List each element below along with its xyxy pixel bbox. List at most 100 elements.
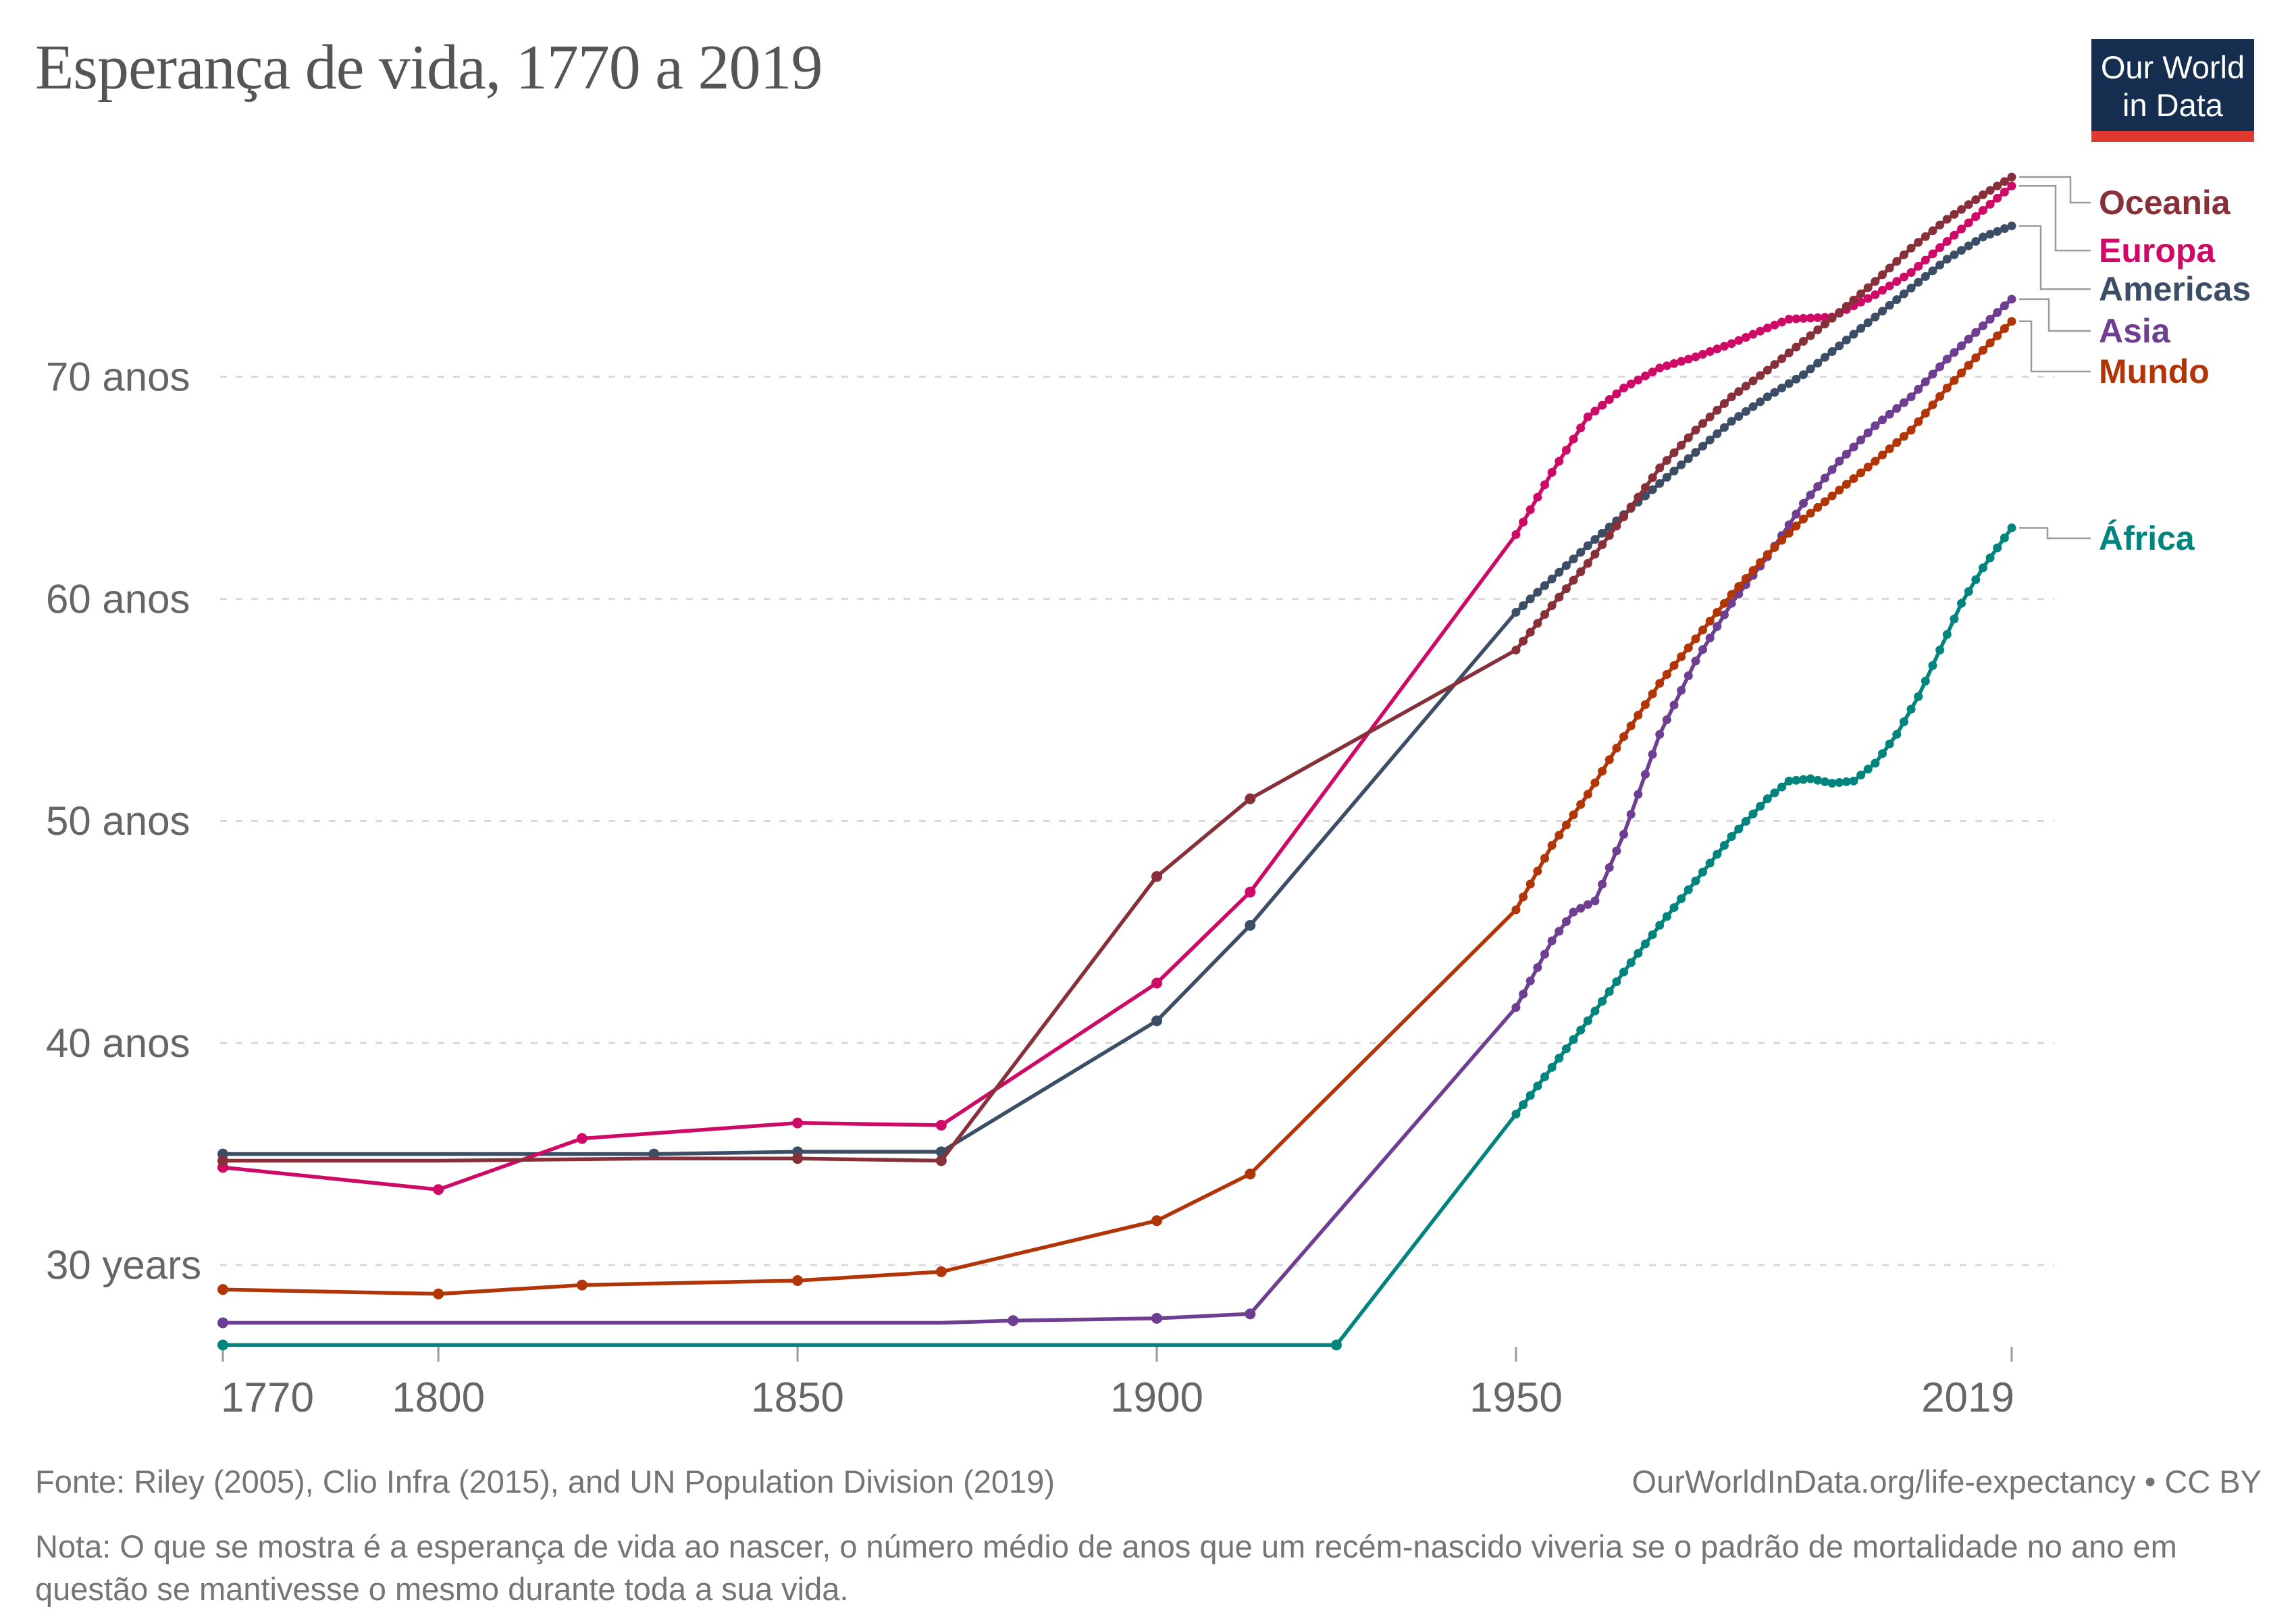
data-point-asia-2016	[1985, 315, 1995, 324]
x-axis-label-1900: 1900	[1110, 1374, 1203, 1421]
data-point-oceania-1976	[1698, 419, 1708, 428]
data-point-mundo-1985	[1763, 550, 1772, 559]
x-axis-label-1850: 1850	[751, 1374, 844, 1421]
data-point-oceania-2002	[1885, 263, 1894, 273]
data-point-oceania-1989	[1792, 342, 1801, 352]
legend-label-europa[interactable]: Europa	[2099, 232, 2216, 269]
data-point-oceania-2011	[1950, 209, 1959, 219]
data-point-asia-2011	[1950, 348, 1959, 357]
series-line-africa[interactable]	[221, 525, 2014, 1347]
data-point-europa-1913	[1245, 886, 1256, 898]
data-point-europa-2004	[1899, 272, 1908, 282]
data-point-europa-1960	[1583, 412, 1592, 421]
data-point-americas-1953	[1533, 588, 1542, 597]
data-point-mundo-1993	[1820, 497, 1829, 507]
data-point-americas-2011	[1950, 250, 1959, 259]
data-point-asia-1995	[1835, 457, 1844, 466]
legend-label-asia[interactable]: Asia	[2099, 312, 2171, 350]
data-point-americas-2001	[1878, 307, 1887, 316]
data-point-mundo-1958	[1569, 810, 1578, 819]
data-point-asia-1978	[1713, 622, 1722, 632]
data-point-mundo-1960	[1583, 790, 1592, 799]
data-point-africa-2016	[1985, 553, 1995, 563]
data-point-americas-1972	[1669, 466, 1679, 475]
data-point-europa-1967	[1634, 376, 1643, 385]
data-point-oceania-2008	[1928, 226, 1937, 236]
series-line-americas[interactable]	[221, 224, 2014, 1156]
data-point-oceania-1985	[1763, 365, 1772, 375]
footer-source: Fonte: Riley (2005), Clio Infra (2015), …	[35, 1464, 1055, 1499]
data-point-europa-1989	[1792, 314, 1801, 324]
data-point-oceania-1991	[1806, 331, 1815, 340]
data-point-mundo-2002	[1885, 444, 1894, 454]
data-point-asia-1962	[1598, 879, 1607, 889]
owid-logo[interactable]: Our World in Data	[2091, 39, 2254, 142]
data-point-mundo-1999	[1863, 462, 1873, 471]
data-point-europa-2011	[1950, 230, 1959, 240]
data-point-africa-2006	[1914, 692, 1923, 701]
data-point-oceania-1956	[1555, 592, 1564, 602]
data-point-oceania-1971	[1662, 456, 1671, 465]
legend-label-mundo[interactable]: Mundo	[2099, 353, 2210, 390]
data-point-europa-2012	[1957, 224, 1966, 234]
data-point-africa-1956	[1555, 1054, 1564, 1063]
data-point-africa-1974	[1684, 885, 1693, 894]
data-point-africa-1996	[1842, 777, 1851, 786]
data-point-oceania-1992	[1813, 325, 1823, 334]
legend-label-americas[interactable]: Americas	[2099, 270, 2251, 308]
data-point-oceania-2010	[1942, 215, 1952, 224]
data-point-americas-2013	[1964, 241, 1973, 251]
data-point-asia-1991	[1806, 490, 1815, 500]
data-point-africa-1972	[1669, 903, 1679, 912]
data-point-oceania-1960	[1583, 559, 1592, 568]
data-point-europa-1962	[1598, 401, 1607, 410]
data-point-americas-1962	[1598, 528, 1607, 538]
data-point-europa-1977	[1705, 347, 1715, 357]
data-point-mundo-1982	[1741, 574, 1750, 584]
data-point-oceania-1966	[1626, 503, 1636, 512]
data-point-europa-1850	[792, 1117, 804, 1129]
data-point-africa-2014	[1971, 575, 1981, 584]
series-line-mundo[interactable]	[221, 319, 2014, 1296]
data-point-americas-1994	[1827, 347, 1837, 357]
footer-link[interactable]: OurWorldInData.org/life-expectancy • CC …	[1632, 1464, 2262, 1499]
data-point-africa-1958	[1569, 1035, 1578, 1044]
data-point-europa-1990	[1798, 313, 1808, 323]
data-point-africa-1975	[1691, 876, 1700, 885]
data-point-americas-1950	[1511, 607, 1521, 617]
data-point-asia-2006	[1914, 384, 1923, 394]
data-point-oceania-1951	[1519, 636, 1528, 646]
data-point-europa-2010	[1942, 236, 1952, 246]
data-point-oceania-1968	[1640, 483, 1650, 492]
data-point-asia-1961	[1590, 896, 1600, 906]
data-point-asia-1770	[217, 1317, 228, 1329]
data-point-mundo-1991	[1806, 509, 1815, 518]
data-point-mundo-1770	[217, 1284, 228, 1295]
data-point-americas-2002	[1885, 301, 1894, 310]
data-point-africa-1950	[1511, 1109, 1521, 1118]
data-point-oceania-1770	[217, 1155, 228, 1166]
data-point-mundo-2011	[1950, 376, 1959, 385]
data-point-africa-1966	[1626, 958, 1636, 967]
data-point-americas-1900	[1151, 1015, 1163, 1027]
series-line-oceania[interactable]	[221, 175, 2014, 1163]
data-point-europa-2005	[1906, 267, 1916, 277]
series-europa	[217, 181, 2016, 1195]
data-point-asia-1972	[1669, 700, 1679, 710]
legend-label-africa[interactable]: África	[2099, 519, 2195, 557]
data-point-asia-2004	[1899, 398, 1908, 407]
data-point-africa-1970	[1655, 921, 1665, 930]
data-point-oceania-2004	[1899, 250, 1908, 259]
data-point-mundo-1975	[1691, 634, 1700, 644]
data-point-asia-1880	[1008, 1315, 1019, 1327]
data-point-oceania-1953	[1533, 619, 1542, 628]
owid-logo-text: Our World in Data	[2091, 39, 2254, 131]
data-point-europa-1976	[1698, 349, 1708, 359]
data-point-americas-1975	[1691, 448, 1700, 457]
data-point-europa-1959	[1576, 423, 1586, 433]
data-point-mundo-2017	[1993, 331, 2002, 340]
legend-label-oceania[interactable]: Oceania	[2099, 184, 2231, 222]
data-point-africa-1960	[1583, 1016, 1592, 1025]
data-point-americas-2010	[1942, 255, 1952, 264]
data-point-africa-2011	[1950, 614, 1959, 623]
